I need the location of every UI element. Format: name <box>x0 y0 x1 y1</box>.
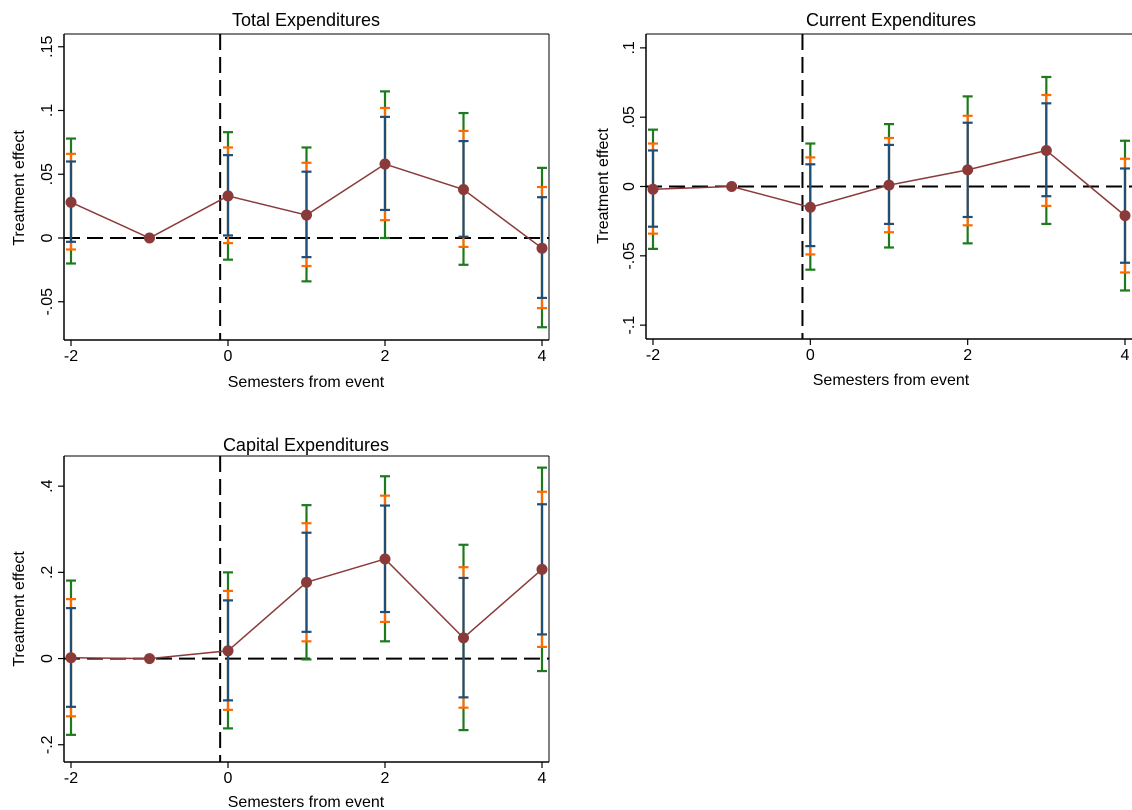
panel-current-expenditures: Current Expenditures Semesters from even… <box>595 10 1132 389</box>
y-tick-label: .4 <box>39 479 56 492</box>
y-axis-label: Treatment effect <box>595 128 612 244</box>
y-tick-label: .15 <box>39 36 56 58</box>
estimate-point <box>458 632 469 644</box>
estimate-point <box>379 553 391 565</box>
y-tick-label: .05 <box>39 163 56 185</box>
x-tick-label: -2 <box>64 770 78 787</box>
estimate-point <box>144 653 155 665</box>
estimate-point <box>222 645 234 657</box>
estimate-point <box>962 164 974 176</box>
estimate-point <box>804 201 816 213</box>
y-tick-label: 0 <box>39 233 56 242</box>
y-tick-label: -.05 <box>621 242 638 270</box>
estimate-point <box>222 190 234 202</box>
estimate-point <box>647 183 659 195</box>
y-axis-label: Treatment effect <box>11 130 28 246</box>
x-tick-label: 2 <box>381 770 390 787</box>
estimate-point <box>726 181 738 192</box>
x-tick-label: -2 <box>64 348 78 365</box>
x-tick-label: 2 <box>381 348 390 365</box>
x-tick-label: 0 <box>224 770 233 787</box>
y-tick-label: -.1 <box>621 316 638 335</box>
y-tick-label: -.05 <box>39 288 56 316</box>
estimate-point <box>301 209 312 221</box>
chart-title: Total Expenditures <box>232 10 380 30</box>
estimate-point <box>536 242 548 254</box>
y-tick-label: 0 <box>39 654 56 663</box>
y-tick-label: .2 <box>39 566 56 579</box>
chart-title: Capital Expenditures <box>223 435 389 455</box>
y-tick-label: -.2 <box>39 735 56 754</box>
estimate-point <box>65 196 77 208</box>
x-tick-label: 4 <box>1121 347 1130 364</box>
estimate-point <box>536 563 548 575</box>
x-tick-label: -2 <box>646 347 660 364</box>
x-tick-label: 0 <box>806 347 815 364</box>
estimate-point <box>883 179 895 191</box>
panel-capital-expenditures: Capital Expenditures Semesters from even… <box>11 435 550 810</box>
estimate-point <box>379 158 391 170</box>
estimate-point <box>301 576 312 588</box>
y-axis-label: Treatment effect <box>11 551 28 667</box>
x-axis-label: Semesters from event <box>228 794 385 810</box>
y-tick-label: .05 <box>621 106 638 128</box>
estimate-point <box>65 652 77 664</box>
x-axis-label: Semesters from event <box>228 374 385 391</box>
estimate-point <box>144 232 155 244</box>
estimate-point <box>1040 144 1052 156</box>
y-tick-label: .1 <box>621 41 638 54</box>
estimate-point <box>1119 210 1131 222</box>
panel-total-expenditures: Total Expenditures Semesters from event … <box>11 10 550 391</box>
y-tick-label: 0 <box>621 182 638 191</box>
y-tick-label: .1 <box>39 104 56 117</box>
chart-title: Current Expenditures <box>806 10 976 30</box>
x-tick-label: 0 <box>224 348 233 365</box>
x-tick-label: 4 <box>538 770 547 787</box>
x-tick-label: 2 <box>963 347 972 364</box>
estimate-point <box>458 184 469 196</box>
x-axis-label: Semesters from event <box>813 372 970 389</box>
x-tick-label: 4 <box>538 348 547 365</box>
